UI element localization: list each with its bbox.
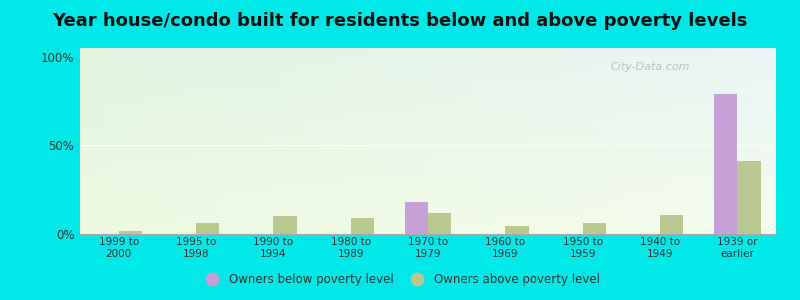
Bar bbox=[582, 224, 606, 234]
Bar bbox=[506, 226, 529, 234]
Bar bbox=[118, 231, 142, 234]
Text: Year house/condo built for residents below and above poverty levels: Year house/condo built for residents bel… bbox=[52, 12, 748, 30]
Bar bbox=[350, 218, 374, 234]
Bar bbox=[196, 224, 219, 234]
Text: City-Data.com: City-Data.com bbox=[611, 61, 690, 72]
Bar bbox=[714, 94, 738, 234]
Bar bbox=[274, 216, 297, 234]
Bar bbox=[738, 161, 761, 234]
Bar bbox=[660, 214, 683, 234]
Bar bbox=[428, 213, 451, 234]
Bar bbox=[405, 202, 428, 234]
Legend: Owners below poverty level, Owners above poverty level: Owners below poverty level, Owners above… bbox=[196, 269, 604, 291]
